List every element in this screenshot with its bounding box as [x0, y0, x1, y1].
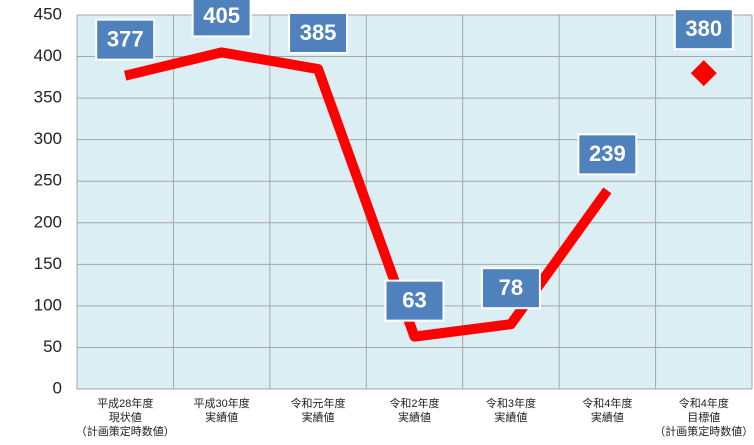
y-tick-label: 50 — [43, 337, 62, 356]
x-tick-label: 平成30年度 — [194, 396, 250, 410]
x-tick-label: 実績値 — [494, 410, 527, 424]
y-tick-label: 150 — [34, 254, 62, 273]
y-tick-label: 300 — [34, 129, 62, 148]
data-label-box — [288, 12, 349, 55]
y-tick-label: 400 — [34, 46, 62, 65]
marker-diamond — [690, 60, 717, 87]
data-label: 380 — [685, 16, 722, 41]
data-label-box — [95, 18, 156, 61]
x-tick-label: 平成28年度 — [97, 396, 153, 410]
x-tick-label: 令和4年度 — [679, 396, 729, 410]
y-tick-label: 200 — [34, 212, 62, 231]
x-tick-label: 目標値 — [687, 410, 720, 424]
data-label-box — [480, 267, 541, 310]
x-tick-label: 令和3年度 — [486, 396, 536, 410]
data-label-box — [577, 133, 638, 176]
data-label-box — [191, 0, 252, 38]
data-label: 78 — [499, 275, 523, 300]
data-label-box — [673, 8, 734, 51]
x-tick-label: 実績値 — [205, 410, 238, 424]
y-tick-label: 100 — [34, 295, 62, 314]
y-tick-label: 450 — [34, 4, 62, 23]
y-tick-label: 0 — [53, 378, 62, 397]
x-tick-label: 令和元年度 — [291, 396, 346, 410]
data-label-box — [384, 279, 445, 322]
data-label: 377 — [107, 26, 144, 51]
data-label: 63 — [402, 287, 426, 312]
x-tick-label: （計画策定時数値） — [76, 424, 175, 438]
x-tick-label: 令和4年度 — [582, 396, 632, 410]
x-tick-label: 実績値 — [302, 410, 335, 424]
x-tick-label: 実績値 — [591, 410, 624, 424]
data-label: 385 — [300, 20, 337, 45]
data-label: 405 — [203, 3, 240, 28]
x-tick-label: 現状値 — [109, 410, 142, 424]
x-tick-label: （計画策定時数値） — [654, 424, 753, 438]
y-tick-label: 250 — [34, 171, 62, 190]
y-tick-label: 350 — [34, 88, 62, 107]
data-label: 239 — [589, 141, 626, 166]
x-tick-label: 実績値 — [398, 410, 431, 424]
x-tick-label: 令和2年度 — [389, 396, 439, 410]
